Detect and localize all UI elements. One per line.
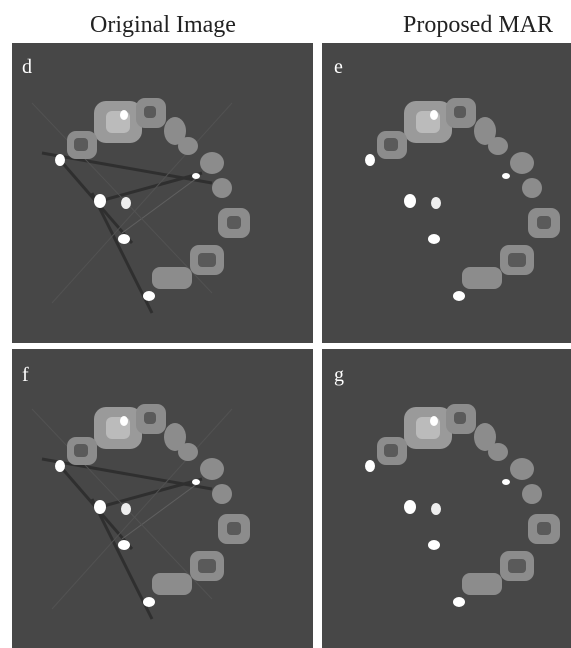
column-header: Proposed MAR	[403, 12, 553, 38]
panel-label: e	[334, 56, 343, 78]
figure: Original Image Proposed MAR d e f g	[0, 0, 571, 648]
image-panel: d	[12, 43, 313, 343]
column-header: Original Image	[90, 12, 236, 38]
panel-label: d	[22, 56, 32, 78]
image-panel: g	[322, 349, 571, 648]
image-panel: e	[322, 43, 571, 343]
image-panel: f	[12, 349, 313, 648]
panel-label: g	[334, 364, 344, 386]
page: {"headers": ["Original Image", "Proposed…	[0, 0, 571, 648]
panel-label: f	[22, 364, 29, 386]
